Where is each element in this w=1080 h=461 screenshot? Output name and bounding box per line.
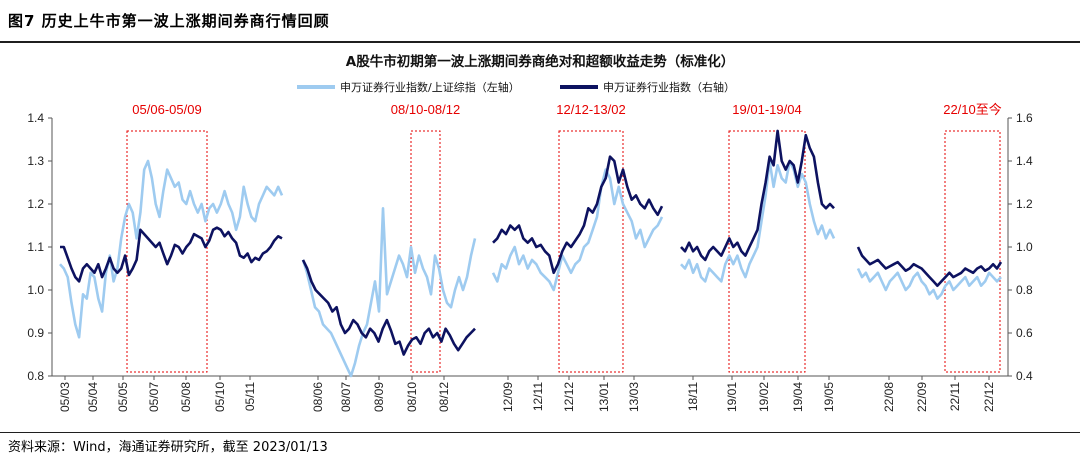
x-tick-label: 08/09 xyxy=(372,382,386,412)
x-tick-label: 19/04 xyxy=(791,382,805,412)
right-series-line xyxy=(301,259,476,356)
x-tick-label: 05/11 xyxy=(243,382,257,411)
y-left-tick-label: 1.1 xyxy=(27,240,44,254)
right-series-line xyxy=(680,129,835,262)
x-tick-label: 22/09 xyxy=(915,382,929,412)
x-tick-label: 08/06 xyxy=(311,382,325,412)
y-right-tick-label: 0.8 xyxy=(1016,283,1033,297)
y-right-tick-label: 1.6 xyxy=(1016,111,1033,125)
highlight-label: 05/06-05/09 xyxy=(132,102,201,117)
highlight-box xyxy=(944,130,1001,373)
highlight-regions: 05/06-05/09 08/10-08/12 12/12-13/02 19/01-1… xyxy=(126,102,1002,373)
highlight-label: 22/10至今 xyxy=(943,102,1002,117)
highlight-box xyxy=(728,130,806,373)
highlight-box xyxy=(126,130,208,373)
x-tick-label: 12/09 xyxy=(501,382,515,412)
x-ticks: 05/03 05/04 05/05 05/07 05/08 05/10 05/11 08/06… xyxy=(58,376,996,412)
series-lines xyxy=(59,129,1003,378)
left-series-line xyxy=(301,207,477,378)
highlight-box xyxy=(410,130,441,373)
x-tick-label: 19/05 xyxy=(822,382,836,412)
x-tick-label: 05/10 xyxy=(213,382,227,412)
chart-title: A股牛市初期第一波上涨期间券商绝对和超额收益走势（标准化） xyxy=(346,53,734,70)
y-right-ticks: 0.4 0.6 0.8 1.0 1.2 1.4 1.6 xyxy=(1008,111,1033,383)
x-tick-label: 13/03 xyxy=(627,382,641,412)
right-series-line xyxy=(856,246,1003,287)
y-left-tick-label: 1.0 xyxy=(27,283,44,297)
legend: 申万证券行业指数/上证综指（左轴） 申万证券行业指数（右轴） xyxy=(297,80,735,94)
x-tick-label: 05/03 xyxy=(58,382,72,412)
y-right-tick-label: 0.4 xyxy=(1016,369,1033,383)
top-divider xyxy=(0,41,1080,43)
legend-label-right: 申万证券行业指数（右轴） xyxy=(603,80,735,94)
figure-title: 图7 历史上牛市第一波上涨期间券商行情回顾 xyxy=(8,12,330,30)
bottom-divider xyxy=(0,432,1080,433)
y-left-tick-label: 0.8 xyxy=(27,369,44,383)
left-series-line xyxy=(680,159,836,283)
x-tick-label: 08/07 xyxy=(339,382,353,412)
y-right-tick-label: 1.0 xyxy=(1016,240,1033,254)
y-left-tick-label: 1.4 xyxy=(27,111,44,125)
x-tick-label: 08/12 xyxy=(437,382,451,412)
source-note: 资料来源：Wind，海通证券研究所，截至 2023/01/13 xyxy=(8,440,328,455)
x-tick-label: 05/04 xyxy=(86,382,100,412)
chart-canvas: A股牛市初期第一波上涨期间券商绝对和超额收益走势（标准化） 申万证券行业指数/上… xyxy=(27,53,1033,412)
left-series-line xyxy=(59,159,284,339)
x-tick-label: 22/12 xyxy=(982,382,996,412)
x-tick-label: 08/10 xyxy=(405,382,419,412)
x-tick-label: 12/12 xyxy=(562,382,576,412)
highlight-box xyxy=(558,130,624,373)
highlight-label: 12/12-13/02 xyxy=(556,102,625,117)
y-right-tick-label: 1.4 xyxy=(1016,154,1033,168)
x-tick-label: 22/11 xyxy=(948,382,962,411)
right-series-line xyxy=(60,226,283,283)
left-series-line xyxy=(491,168,664,292)
y-left-tick-label: 1.3 xyxy=(27,154,44,168)
x-tick-label: 18/11 xyxy=(686,382,700,411)
x-tick-label: 12/11 xyxy=(531,382,545,411)
y-right-tick-label: 1.2 xyxy=(1016,197,1033,211)
x-tick-label: 05/07 xyxy=(147,382,161,412)
highlight-label: 08/10-08/12 xyxy=(391,102,460,117)
x-tick-label: 19/01 xyxy=(725,382,739,412)
x-tick-label: 05/05 xyxy=(116,382,130,412)
legend-label-left: 申万证券行业指数/上证综指（左轴） xyxy=(340,80,520,94)
y-left-ticks: 0.8 0.9 1.0 1.1 1.2 1.3 1.4 xyxy=(27,111,52,383)
y-right-tick-label: 0.6 xyxy=(1016,326,1033,340)
x-tick-label: 22/08 xyxy=(882,382,896,412)
left-series-line xyxy=(856,267,1002,300)
x-tick-label: 13/01 xyxy=(597,382,611,412)
y-left-tick-label: 1.2 xyxy=(27,197,44,211)
highlight-label: 19/01-19/04 xyxy=(732,102,801,117)
x-tick-label: 05/08 xyxy=(179,382,193,412)
x-tick-label: 19/02 xyxy=(757,382,771,412)
right-series-line xyxy=(492,155,664,275)
y-left-tick-label: 0.9 xyxy=(27,326,44,340)
